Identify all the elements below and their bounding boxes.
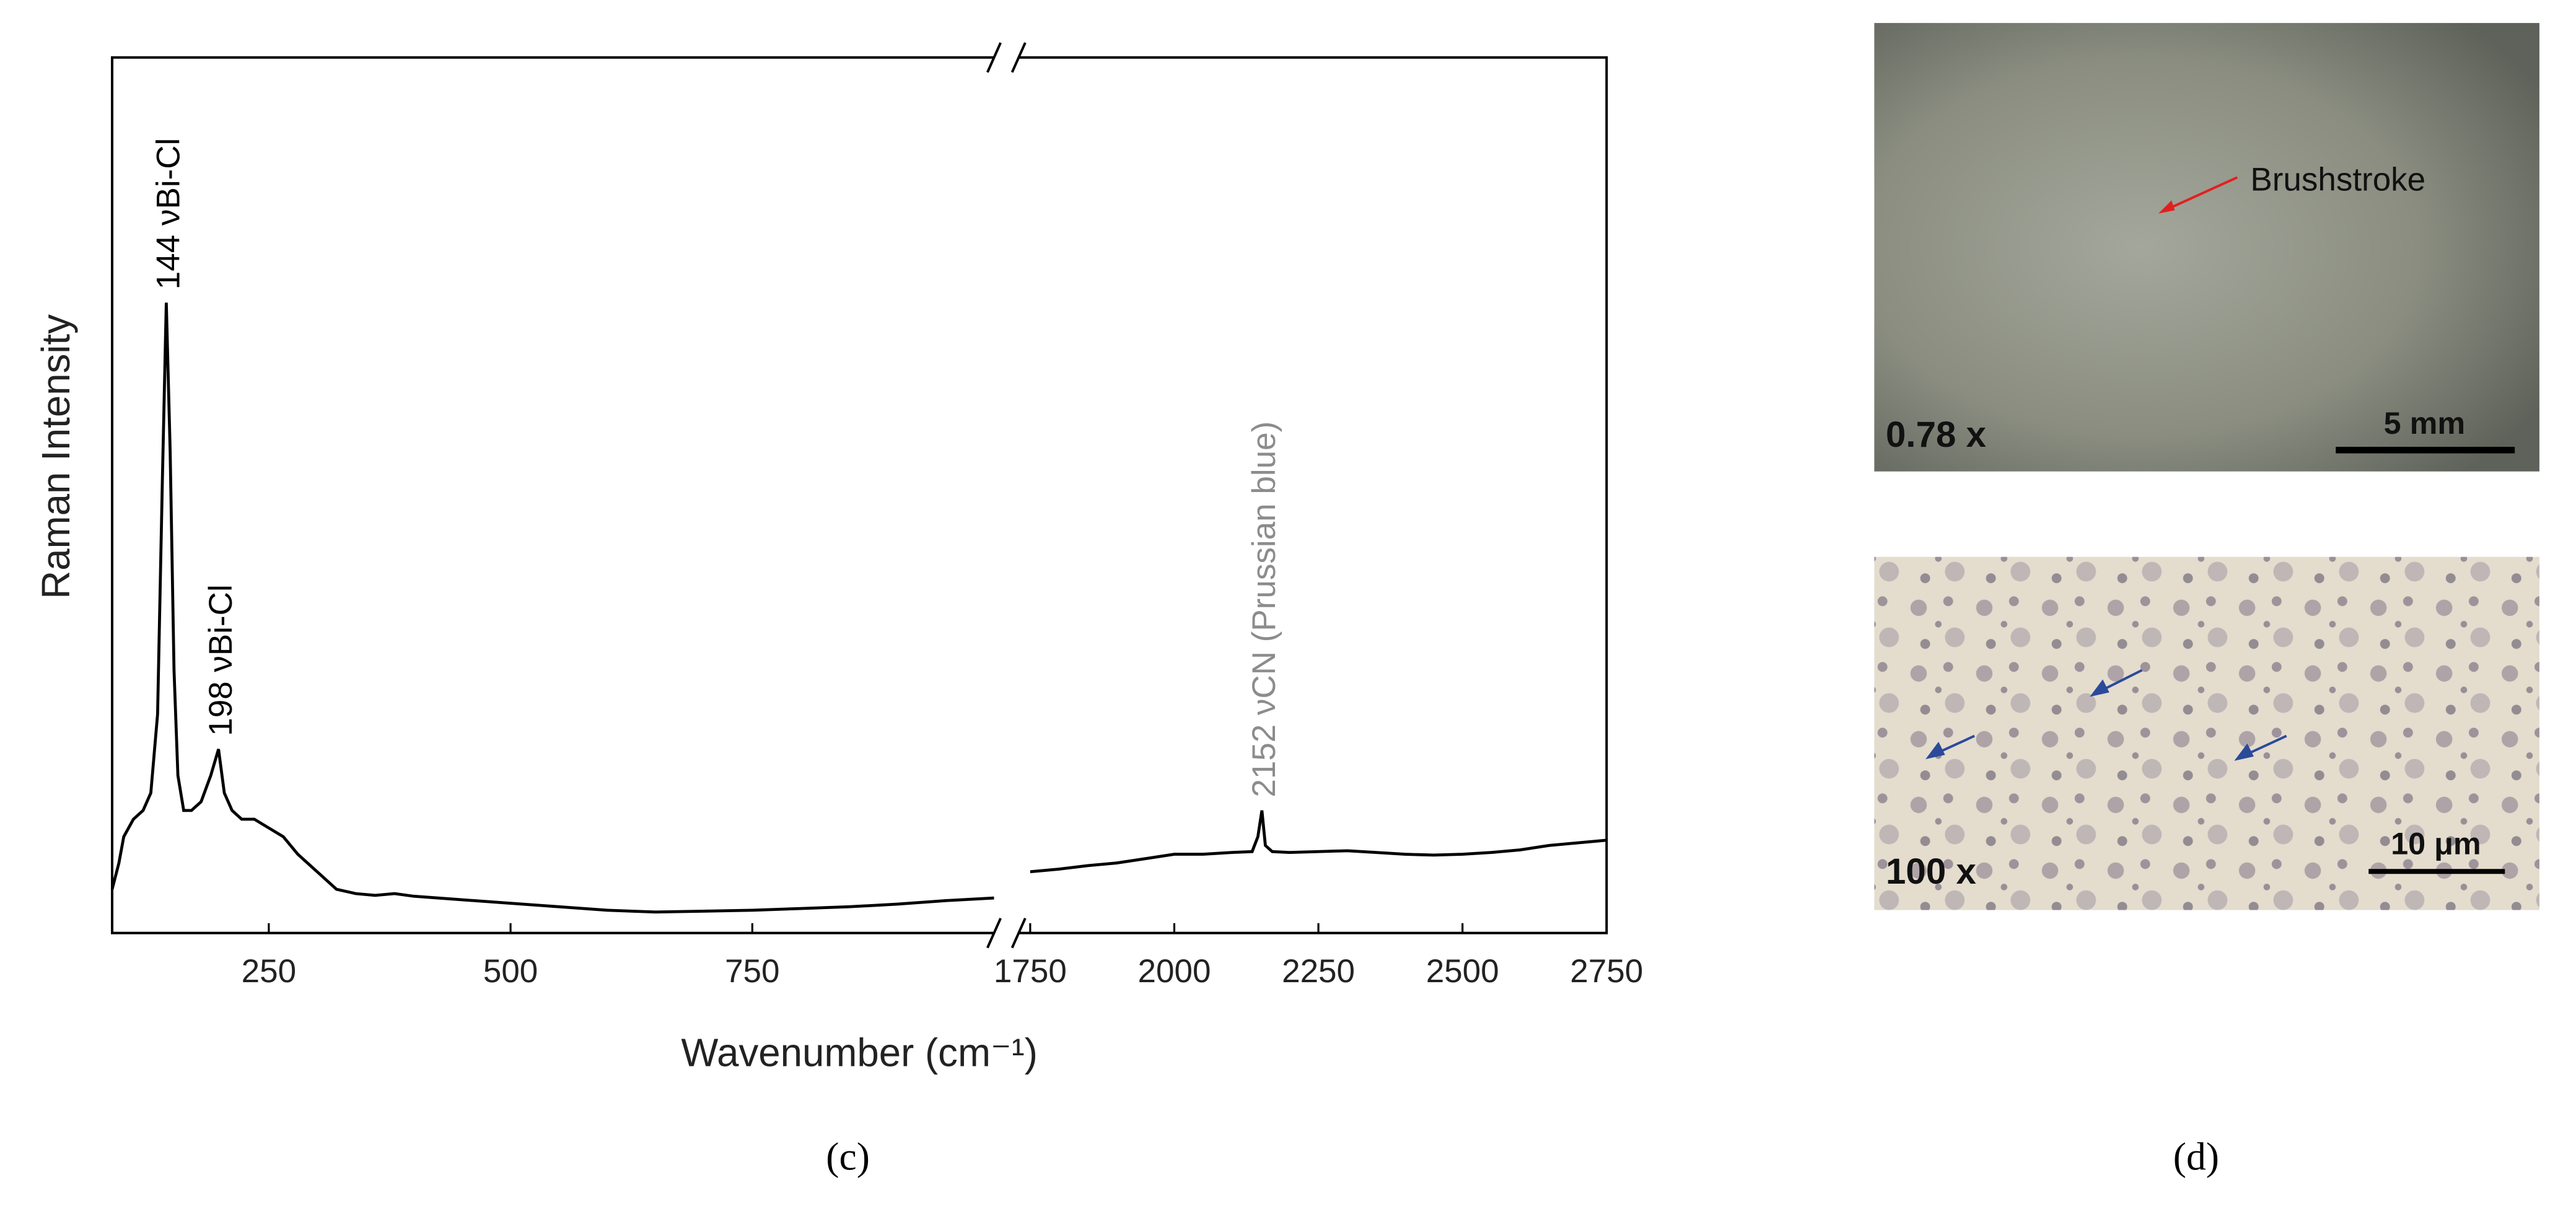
x-tick-label: 2000 [1138, 953, 1211, 990]
peak-annotation: 2152 νCN (Prussian blue) [1246, 421, 1282, 798]
magnification: 0.78 x [1886, 415, 1986, 455]
y-axis-label: Raman Intensity [34, 314, 78, 599]
caption: (d) [2173, 1134, 2219, 1178]
x-tick-label: 250 [242, 953, 296, 990]
axis-break [986, 42, 1027, 73]
arrows [1925, 669, 2287, 761]
scale-label: 5 mm [2384, 405, 2466, 441]
axis-frame [111, 56, 1608, 934]
peak-annotation: 144 νBi-Cl [151, 138, 187, 289]
photo [1874, 556, 2539, 910]
micrograph-top: Brushstroke 0.78 x 5 mm [1874, 23, 2539, 472]
magnification: 100 x [1886, 851, 1976, 892]
x-tick-label: 2250 [1282, 953, 1355, 990]
spectrum-line [110, 302, 994, 914]
spectrum-line [1030, 810, 1607, 874]
axis-break [986, 917, 1027, 949]
micrograph-bottom: 100 x 10 μm [1874, 556, 2539, 910]
x-tick-label: 500 [483, 953, 538, 990]
x-tick-label: 2500 [1426, 953, 1499, 990]
x-tick-label: 750 [725, 953, 779, 990]
x-tick-label: 1750 [994, 953, 1067, 990]
photo [1874, 23, 2539, 472]
scale-label: 10 μm [2391, 825, 2481, 861]
scale-bar [2336, 447, 2515, 454]
x-tick-label: 2750 [1570, 953, 1643, 990]
scale-bar [2368, 869, 2505, 874]
arrow [2164, 176, 2238, 212]
caption: (c) [826, 1134, 870, 1178]
x-axis-label: Wavenumber (cm⁻¹) [681, 1031, 1038, 1075]
arrow-head [2158, 200, 2175, 214]
peak-annotation: 198 νBi-Cl [203, 584, 239, 736]
arrow-label: Brushstroke [2250, 161, 2425, 198]
